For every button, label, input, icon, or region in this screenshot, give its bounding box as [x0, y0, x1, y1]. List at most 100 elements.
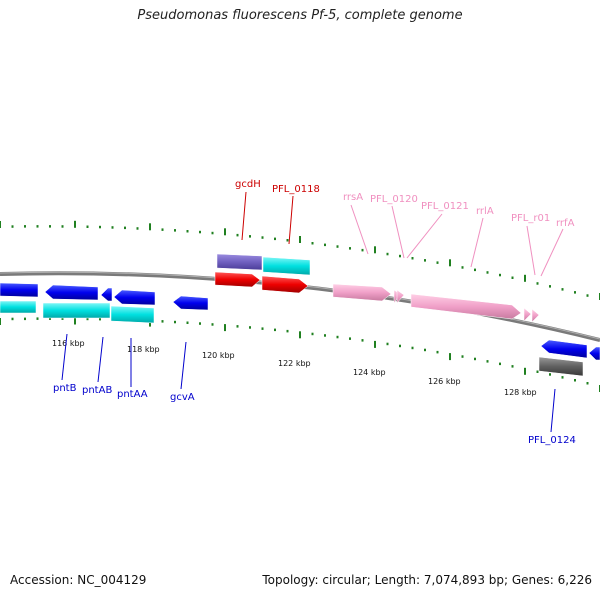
label-PFL_0124: PFL_0124	[528, 435, 576, 446]
outer-tick	[161, 228, 164, 231]
leader-PFL_0121	[406, 213, 443, 259]
outer-tick	[449, 259, 451, 267]
gene-PFL_0124-gray[interactable]	[538, 356, 584, 377]
outer-tick	[74, 220, 76, 228]
inner-tick	[424, 348, 426, 352]
scale-label-116: 116 kbp	[52, 339, 85, 348]
inner-tick	[474, 357, 476, 361]
inner-tick	[436, 350, 439, 354]
outer-tick	[174, 229, 176, 232]
scale-label-128: 128 kbp	[504, 388, 537, 397]
outer-tick	[336, 245, 339, 248]
outer-tick	[86, 225, 89, 228]
outer-tick	[61, 225, 64, 228]
outer-tick	[311, 242, 314, 245]
gene-purple[interactable]	[216, 253, 263, 271]
outer-tick	[299, 236, 301, 243]
outer-tick	[499, 273, 501, 277]
inner-tick	[11, 317, 14, 321]
label-PFL_0121: PFL_0121	[421, 201, 469, 212]
leader-pntAB	[97, 336, 104, 383]
outer-tick	[474, 268, 476, 272]
outer-tick	[349, 247, 351, 250]
accession-text: Accession: NC_004129	[10, 573, 147, 587]
inner-tick	[161, 320, 164, 323]
gene-cyan-3[interactable]	[110, 305, 155, 324]
gene-small-arrow[interactable]	[100, 287, 113, 302]
inner-tick	[561, 376, 564, 379]
inner-tick	[411, 346, 414, 350]
leader-PFL_0120	[391, 205, 405, 259]
inner-tick	[399, 344, 401, 348]
inner-tick	[511, 365, 514, 368]
inner-tick	[61, 317, 64, 320]
outer-tick	[24, 225, 26, 228]
leader-rrlA	[470, 217, 484, 268]
outer-tick	[424, 259, 426, 262]
outer-tick	[561, 288, 564, 291]
outer-tick	[249, 235, 251, 238]
outer-tick	[11, 225, 14, 228]
gene-gcdH-arrow[interactable]	[214, 271, 261, 288]
inner-tick	[349, 337, 351, 340]
outer-tick-ring	[0, 220, 600, 300]
inner-tick	[236, 325, 239, 328]
outer-tick	[574, 291, 576, 294]
outer-tick	[224, 228, 226, 236]
gene-PFL_0118-arrow[interactable]	[261, 275, 309, 294]
inner-tick	[286, 329, 289, 333]
genome-stats-text: Topology: circular; Length: 7,074,893 bp…	[262, 573, 592, 587]
outer-tick	[136, 227, 139, 230]
outer-tick	[536, 282, 539, 285]
label-gcvA: gcvA	[170, 392, 195, 403]
gene-pntAA-arrow[interactable]	[113, 289, 156, 306]
outer-tick	[236, 233, 239, 237]
outer-tick	[524, 274, 526, 282]
outer-tick	[324, 243, 326, 247]
gene-rrfA-arrow[interactable]	[531, 308, 540, 323]
gene-group-pnt	[0, 282, 209, 324]
gene-cyan-1[interactable]	[0, 300, 37, 314]
gene-pntB-arrow[interactable]	[0, 282, 39, 298]
gene-cyan-4[interactable]	[262, 256, 311, 276]
outer-tick	[586, 294, 589, 297]
gene-rrsA-arrow[interactable]	[332, 283, 392, 302]
inner-tick	[99, 317, 101, 321]
outer-tick	[261, 236, 264, 239]
inner-tick	[536, 370, 539, 373]
label-PFL_0118: PFL_0118	[272, 184, 320, 195]
inner-tick	[336, 335, 339, 339]
inner-tick	[299, 331, 301, 339]
gene-PFL_0121-arrow[interactable]	[396, 289, 405, 304]
gene-pntAB-arrow[interactable]	[44, 284, 99, 301]
outer-tick	[436, 261, 439, 264]
gene-blue-right-2[interactable]	[588, 346, 600, 361]
scale-label-120: 120 kbp	[202, 351, 235, 360]
inner-tick-ring	[0, 317, 600, 392]
label-pntAA: pntAA	[117, 389, 148, 400]
outer-tick	[274, 237, 276, 241]
inner-tick	[574, 379, 576, 382]
label-PFL_0120: PFL_0120	[370, 194, 418, 205]
gene-gcvA-arrow[interactable]	[172, 295, 209, 311]
outer-tick	[374, 246, 376, 254]
inner-tick	[149, 319, 151, 327]
inner-tick	[311, 332, 314, 336]
inner-tick	[361, 339, 364, 342]
inner-tick	[449, 353, 451, 361]
label-PFL_r01: PFL_r01	[511, 213, 550, 224]
gene-PFL_r01-arrow[interactable]	[523, 307, 532, 322]
leader-gcvA	[180, 341, 187, 390]
outer-tick	[199, 230, 201, 234]
inner-tick	[499, 362, 501, 366]
gene-rrlA-arrow[interactable]	[410, 293, 522, 320]
gene-blue-right-1[interactable]	[540, 339, 588, 359]
outer-tick	[149, 223, 151, 231]
label-gcdH: gcdH	[235, 179, 261, 190]
inner-tick	[24, 317, 26, 321]
inner-tick	[549, 373, 551, 376]
gene-cyan-2[interactable]	[42, 302, 111, 319]
label-rrsA: rrsA	[343, 192, 363, 203]
leader-rrsA	[350, 204, 369, 255]
outer-tick	[124, 226, 126, 230]
